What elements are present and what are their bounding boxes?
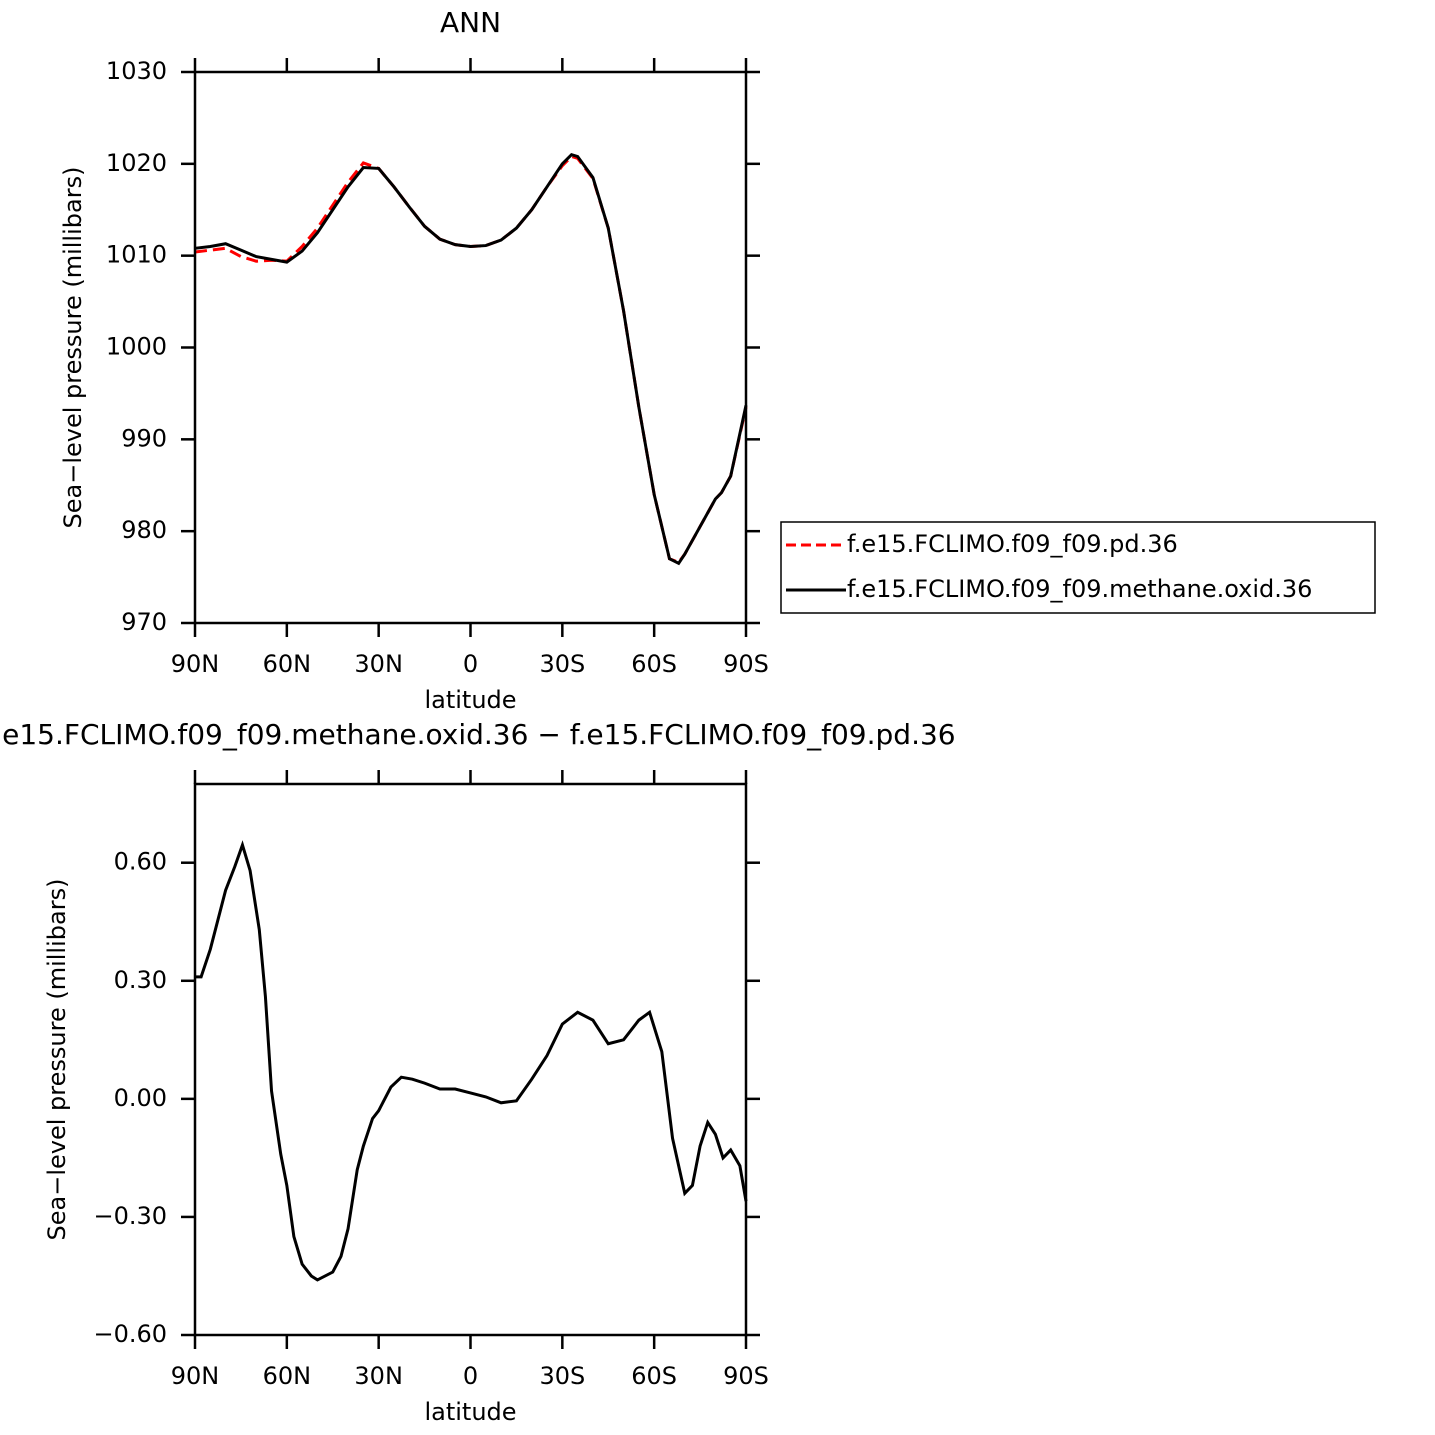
plot-frame — [193, 70, 748, 625]
x-tick-label: 60N — [263, 1362, 312, 1390]
x-tick-label: 30N — [354, 1362, 403, 1390]
y-tick-label: 1010 — [106, 241, 167, 269]
y-tick-label: −0.30 — [93, 1202, 167, 1230]
x-tick-label: 90S — [723, 1362, 769, 1390]
y-axis-label: Sea−level pressure (millibars) — [59, 167, 87, 529]
y-tick-label: 980 — [121, 516, 167, 544]
chart-title: f.e15.FCLIMO.f09_f09.methane.oxid.36 − f… — [0, 718, 956, 751]
y-tick-label: 990 — [121, 424, 167, 452]
data-line — [194, 152, 748, 566]
legend-label: f.e15.FCLIMO.f09_f09.methane.oxid.36 — [847, 575, 1312, 603]
x-tick-label: 90N — [171, 1362, 220, 1390]
y-tick-label: 970 — [121, 608, 167, 636]
y-tick-label: −0.60 — [93, 1320, 167, 1348]
x-tick-label: 0 — [463, 650, 478, 678]
data-line — [195, 840, 748, 1282]
legend-label: f.e15.FCLIMO.f09_f09.pd.36 — [847, 530, 1178, 558]
chart-title: ANN — [440, 6, 501, 39]
x-tick-label: 30S — [539, 650, 585, 678]
y-axis-label: Sea−level pressure (millibars) — [43, 879, 71, 1241]
y-tick-label: 1000 — [106, 333, 167, 361]
y-tick-label: 1030 — [106, 57, 167, 85]
x-axis-label: latitude — [424, 1398, 516, 1426]
x-tick-label: 90N — [171, 650, 220, 678]
x-tick-label: 90S — [723, 650, 769, 678]
y-tick-label: 0.30 — [114, 966, 167, 994]
x-axis-label: latitude — [424, 686, 516, 714]
y-tick-label: 0.00 — [114, 1084, 167, 1112]
x-tick-label: 30N — [354, 650, 403, 678]
x-tick-label: 60S — [631, 650, 677, 678]
y-tick-label: 0.60 — [114, 848, 167, 876]
x-tick-label: 60S — [631, 1362, 677, 1390]
x-tick-label: 30S — [539, 1362, 585, 1390]
plot-frame — [193, 782, 748, 1337]
data-line — [194, 154, 748, 565]
x-tick-label: 0 — [463, 1362, 478, 1390]
y-tick-label: 1020 — [106, 149, 167, 177]
legend-box — [780, 521, 1376, 614]
x-tick-label: 60N — [263, 650, 312, 678]
